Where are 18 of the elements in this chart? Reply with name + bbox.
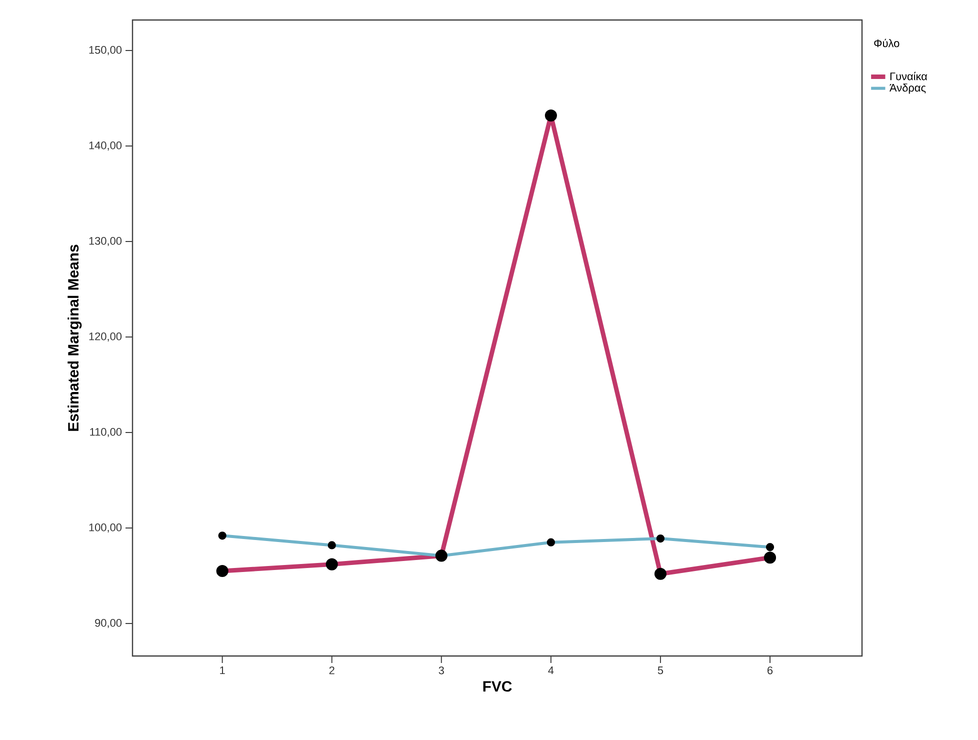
legend-title: Φύλο [874, 38, 900, 48]
legend-label: Γυναίκα [890, 72, 928, 80]
legend-label: Άνδρας [890, 84, 926, 94]
y-tick-label: 150,00 [89, 46, 122, 56]
x-axis-title: FVC [483, 681, 512, 692]
x-tick-label: 4 [548, 666, 554, 674]
y-tick-label: 140,00 [89, 142, 122, 151]
y-tick-label: 130,00 [89, 237, 122, 246]
y-axis-title: Estimated Marginal Means [68, 244, 82, 431]
y-tick-label: 120,00 [89, 332, 122, 342]
y-tick-label: 110,00 [90, 428, 122, 438]
x-tick-label: 2 [329, 666, 334, 674]
x-tick-label: 6 [768, 666, 773, 674]
x-tick-label: 1 [220, 666, 225, 674]
x-tick-label: 3 [438, 666, 444, 674]
y-tick-label: 90,00 [95, 619, 122, 628]
x-tick-label: 5 [658, 666, 664, 674]
y-tick-label: 100,00 [89, 524, 122, 533]
